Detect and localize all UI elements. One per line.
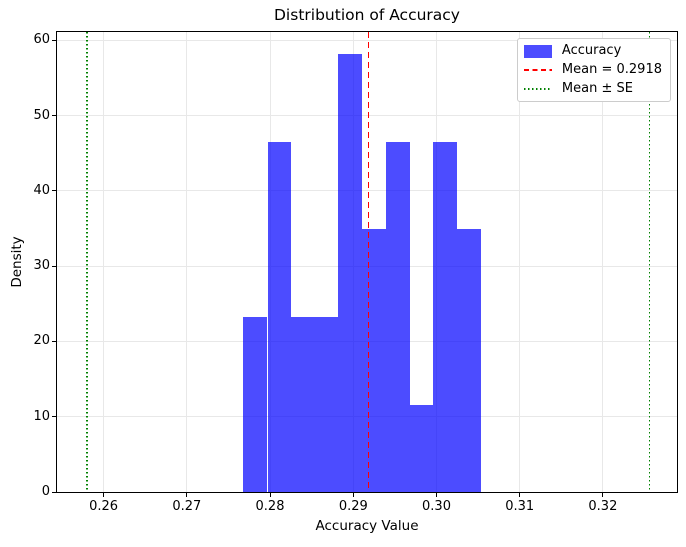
x-tick-mark	[352, 493, 354, 497]
histogram-bar	[243, 316, 268, 492]
legend-item-se: Mean ± SE	[523, 81, 662, 96]
se-line	[648, 32, 651, 492]
y-tick-label: 60	[33, 32, 50, 48]
histogram-bar	[385, 141, 410, 492]
y-tick-mark	[52, 115, 56, 117]
x-tick-mark	[269, 493, 271, 497]
x-tick-label: 0.32	[588, 499, 618, 514]
x-tick-label: 0.30	[422, 499, 451, 514]
legend: Accuracy Mean = 0.2918 Mean ± SE	[516, 38, 671, 102]
x-tick-label: 0.31	[505, 499, 535, 514]
y-tick-mark	[52, 340, 56, 342]
legend-item-mean: Mean = 0.2918	[523, 62, 662, 77]
histogram-bar	[409, 404, 434, 492]
chart-title: Distribution of Accuracy	[274, 6, 460, 24]
dotted-line-icon	[523, 83, 552, 96]
legend-label-mean: Mean = 0.2918	[561, 62, 662, 77]
y-tick-mark	[52, 265, 56, 267]
histogram-bar	[267, 141, 291, 492]
legend-label-se: Mean ± SE	[561, 81, 633, 96]
x-axis-label: Accuracy Value	[315, 518, 419, 534]
y-tick-label: 10	[33, 408, 50, 424]
x-tick-mark	[186, 493, 188, 497]
gridline-horizontal	[57, 39, 677, 41]
x-tick-mark	[436, 493, 437, 497]
y-tick-label: 50	[33, 107, 50, 123]
x-tick-mark	[103, 493, 105, 497]
x-tick-label: 0.29	[338, 499, 368, 514]
histogram-bar	[315, 316, 339, 492]
se-line	[86, 32, 88, 492]
y-tick-mark	[52, 416, 56, 418]
dotted-line-sample	[523, 88, 552, 90]
y-tick-mark	[52, 39, 56, 41]
x-tick-label: 0.27	[172, 499, 202, 514]
y-tick-label: 40	[33, 182, 50, 198]
plot-area: Accuracy Mean = 0.2918 Mean ± SE	[56, 31, 678, 493]
legend-label-accuracy: Accuracy	[561, 43, 622, 58]
gridline-vertical	[103, 32, 105, 492]
x-tick-mark	[602, 493, 604, 497]
dashed-line-sample	[523, 69, 552, 71]
dashed-line-icon	[523, 64, 552, 77]
y-tick-label: 20	[33, 333, 50, 349]
x-tick-mark	[519, 493, 521, 497]
y-tick-mark	[52, 491, 56, 493]
histogram-patch-icon	[523, 44, 552, 58]
gridline-horizontal	[57, 190, 677, 192]
patch-swatch	[523, 44, 552, 58]
histogram-bar	[433, 141, 458, 492]
x-tick-label: 0.28	[255, 499, 285, 514]
legend-item-accuracy: Accuracy	[523, 43, 662, 58]
x-tick-label: 0.26	[89, 499, 119, 514]
mean-line	[367, 32, 369, 492]
y-tick-label: 30	[33, 258, 50, 274]
gridline-vertical	[186, 32, 188, 492]
histogram-bar	[457, 229, 481, 492]
gridline-vertical	[519, 32, 521, 492]
gridline-horizontal	[57, 115, 677, 117]
histogram-bar	[362, 229, 386, 492]
y-tick-label: 0	[41, 484, 50, 499]
gridline-vertical	[602, 32, 604, 492]
histogram-bar	[338, 53, 363, 492]
histogram-bar	[290, 316, 315, 492]
y-tick-mark	[52, 190, 56, 192]
